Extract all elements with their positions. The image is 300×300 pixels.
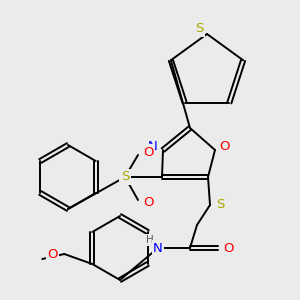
Text: O: O	[143, 196, 153, 209]
Text: H: H	[146, 235, 154, 245]
Text: O: O	[223, 242, 233, 254]
Text: S: S	[121, 170, 129, 184]
Text: O: O	[220, 140, 230, 154]
Text: N: N	[153, 242, 163, 254]
Text: S: S	[195, 22, 203, 35]
Text: O: O	[143, 146, 153, 158]
Text: S: S	[216, 199, 224, 212]
Text: N: N	[148, 140, 158, 154]
Text: O: O	[47, 248, 58, 260]
